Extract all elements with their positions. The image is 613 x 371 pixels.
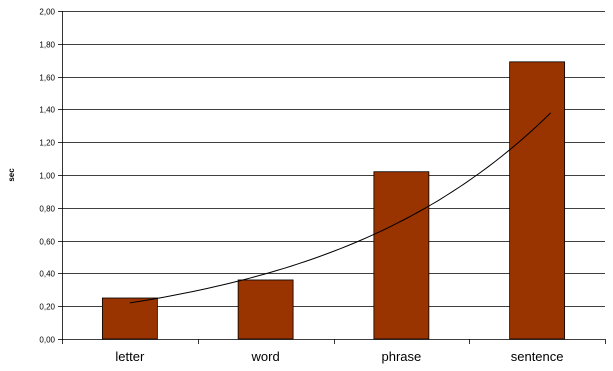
bar-sentence [509, 61, 566, 340]
y-tick-label-10: 2,00 [39, 8, 55, 17]
x-tick-label-word: word [251, 349, 280, 364]
bar-word [237, 279, 294, 340]
axes [58, 11, 606, 344]
y-tick-label-4: 0,80 [39, 205, 55, 214]
x-tick-label-phrase: phrase [382, 349, 422, 364]
gridlines [62, 11, 605, 307]
trendline-layer [129, 112, 552, 304]
y-tick-label-1: 0,20 [39, 303, 55, 312]
y-tick-label-8: 1,60 [39, 74, 55, 83]
bar-letter [101, 297, 158, 340]
y-tick-label-2: 0,40 [39, 270, 55, 279]
y-tick-label-3: 0,60 [39, 238, 55, 247]
y-tick-label-9: 1,80 [39, 41, 55, 50]
x-tick-label-sentence: sentence [511, 349, 564, 364]
bars [101, 61, 566, 340]
y-tick-label-6: 1,20 [39, 139, 55, 148]
y-tick-label-5: 1,00 [39, 172, 55, 181]
y-axis-title: sec [7, 168, 16, 182]
bar-phrase [373, 171, 430, 340]
y-tick-label-7: 1,40 [39, 106, 55, 115]
x-tick-label-letter: letter [115, 349, 145, 364]
y-tick-label-0: 0,00 [39, 336, 55, 345]
trendline [129, 112, 552, 304]
labels: 0,00 0,20 0,40 0,60 0,80 1,00 1,20 1,40 1,60 1,80… [39, 8, 563, 365]
